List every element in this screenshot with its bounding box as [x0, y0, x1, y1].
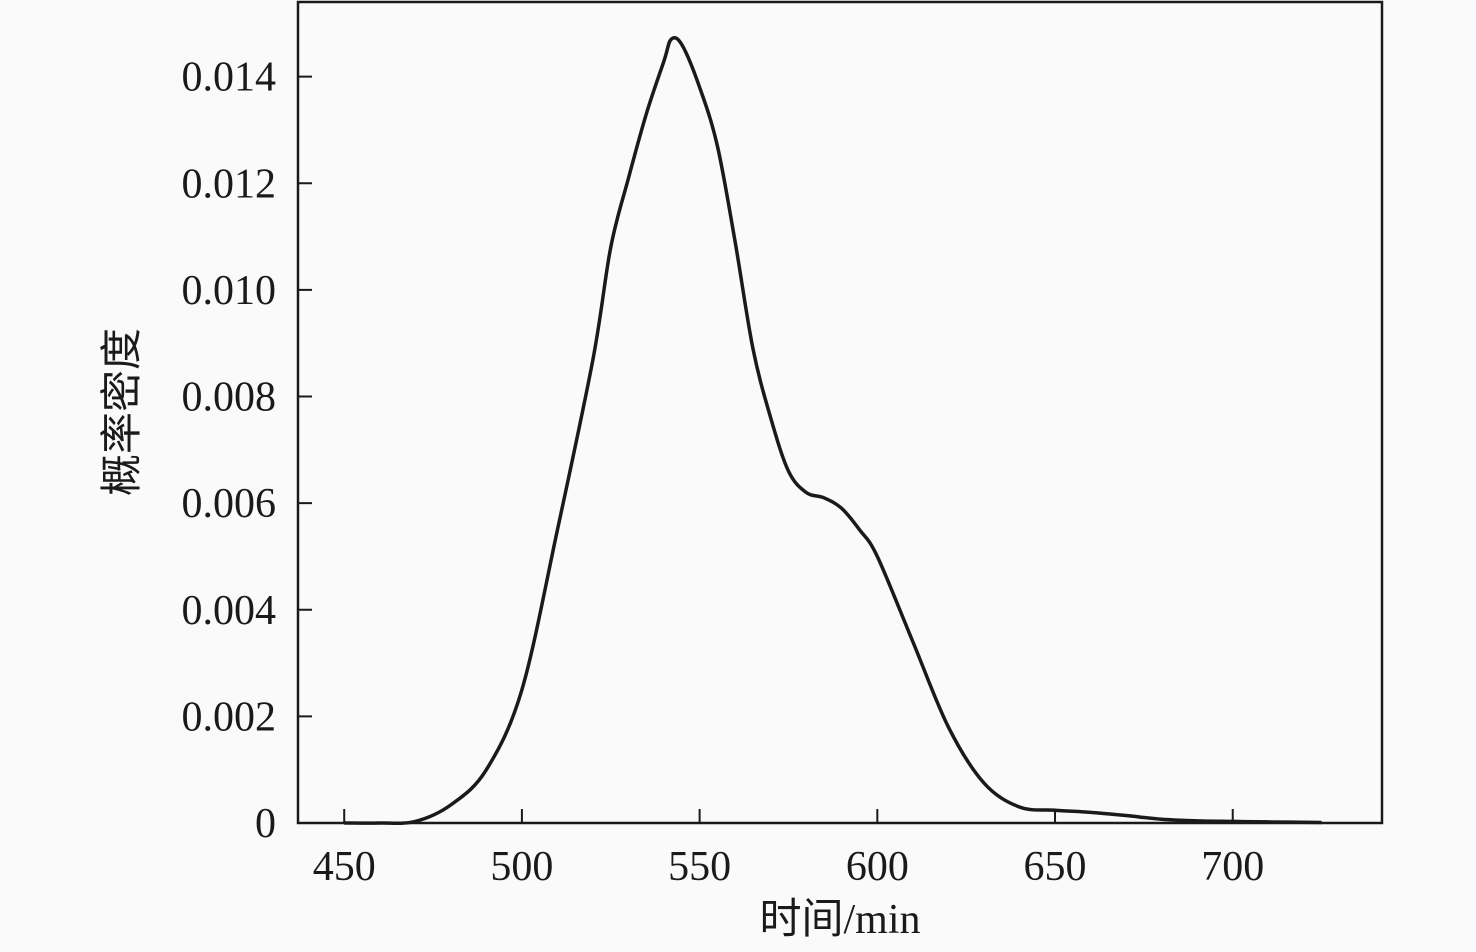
x-tick-label: 500 — [490, 844, 553, 890]
y-tick-label: 0.010 — [182, 268, 277, 314]
y-tick-label: 0.002 — [182, 694, 277, 740]
y-tick-label: 0.004 — [182, 588, 277, 634]
y-tick-label: 0.014 — [182, 55, 277, 101]
x-tick-label: 600 — [846, 844, 909, 890]
x-axis-label: 时间/min — [759, 897, 920, 943]
y-tick-label: 0.012 — [182, 161, 277, 207]
x-tick-label: 700 — [1201, 844, 1264, 890]
x-tick-label: 650 — [1024, 844, 1087, 890]
y-tick-label: 0.008 — [182, 375, 277, 421]
y-tick-label: 0.006 — [182, 481, 277, 527]
y-axis-label: 概率密度 — [99, 328, 146, 496]
y-tick-label: 0 — [255, 801, 276, 847]
x-tick-label: 450 — [313, 844, 376, 890]
x-tick-label: 550 — [668, 844, 731, 890]
density-curve — [344, 35, 1322, 825]
plot-frame — [296, 0, 1384, 825]
